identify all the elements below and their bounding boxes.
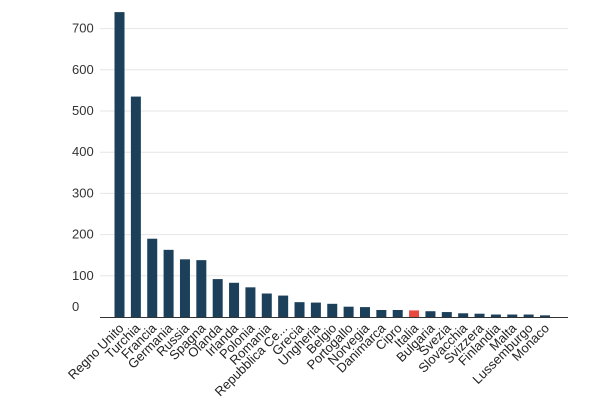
y-tick-300: 300 (72, 185, 94, 200)
bars (114, 12, 550, 318)
bar-germania (163, 249, 174, 317)
y-tick-700: 700 (72, 21, 94, 36)
y-axis-ticks: 0 100 200 300 400 500 600 700 (72, 21, 94, 314)
y-tick-500: 500 (72, 103, 94, 118)
bar-lussemburgo (523, 314, 534, 317)
bar-regno-unito (114, 12, 125, 318)
grid-lines (100, 28, 568, 277)
bar-belgio (327, 303, 338, 317)
bar-irlanda (229, 282, 240, 317)
y-tick-400: 400 (72, 144, 94, 159)
bar-svizzera (474, 313, 485, 317)
bar-francia (147, 238, 158, 317)
bar-ungheria (310, 302, 321, 317)
bar-norvegia (359, 307, 370, 317)
bar-olanda (212, 279, 223, 317)
bar-russia (179, 259, 190, 317)
x-axis-ticks: Regno UnitoTurchiaFranciaGermaniaRussiaS… (65, 320, 552, 399)
bar-finlandia (490, 314, 501, 317)
y-tick-200: 200 (72, 227, 94, 242)
bar-grecia (294, 302, 305, 317)
bar-turchia (130, 96, 141, 317)
bar-svezia (441, 312, 452, 317)
bar-spagna (196, 260, 207, 317)
bar-italia (409, 310, 420, 317)
bar-monaco (540, 315, 550, 317)
y-tick-0: 0 (72, 299, 79, 314)
y-tick-600: 600 (72, 62, 94, 77)
bar-portogallo (343, 306, 354, 317)
bar-malta (507, 314, 518, 317)
bar-cipro (392, 309, 403, 317)
bar-bulgaria (425, 311, 436, 317)
bar-danimarca (376, 309, 387, 317)
y-tick-100: 100 (72, 268, 94, 283)
bar-repubblica-ce (278, 295, 289, 317)
bar-slovacchia (458, 313, 469, 317)
bar-polonia (245, 287, 256, 317)
bar-romania (261, 293, 272, 317)
